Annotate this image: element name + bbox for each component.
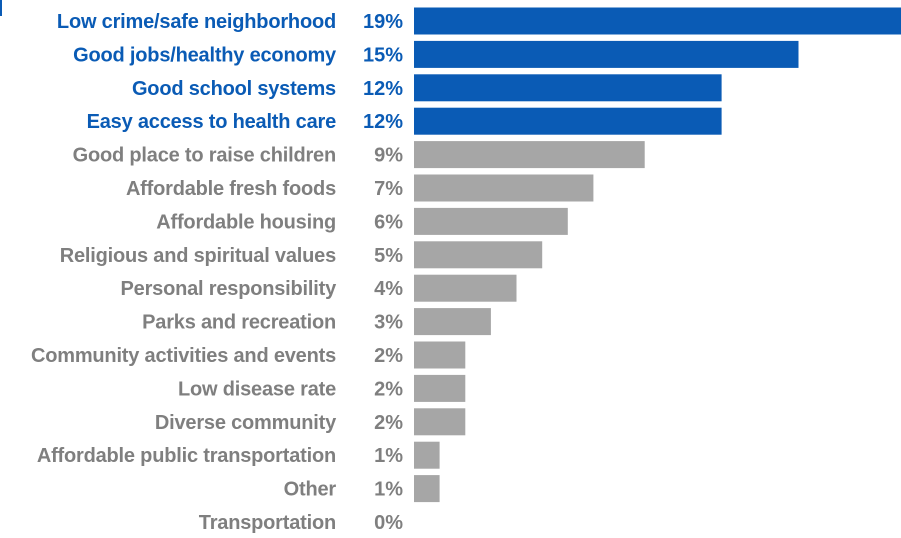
bar <box>414 374 466 402</box>
chart-edge-marker <box>0 0 2 16</box>
bar <box>414 241 543 269</box>
bar <box>414 341 466 369</box>
bar <box>414 174 594 202</box>
category-label: Transportation <box>199 512 336 534</box>
chart-rows: Low crime/safe neighborhood 19% Good jobs/… <box>31 7 901 534</box>
bar <box>414 7 901 35</box>
category-label: Low disease rate <box>178 378 336 400</box>
category-label: Other <box>284 479 337 501</box>
value-label: 12% <box>363 78 403 100</box>
category-label: Low crime/safe neighborhood <box>57 11 336 33</box>
value-label: 12% <box>363 111 403 133</box>
value-label: 1% <box>374 479 403 501</box>
value-label: 7% <box>374 178 403 200</box>
category-label: Personal responsibility <box>121 278 338 300</box>
value-label: 3% <box>374 312 403 334</box>
value-label: 2% <box>374 345 403 367</box>
category-label: Parks and recreation <box>142 312 336 334</box>
bar <box>414 475 440 503</box>
category-label: Religious and spiritual values <box>60 245 336 267</box>
value-label: 4% <box>374 278 403 300</box>
bar <box>414 274 517 302</box>
category-label: Affordable fresh foods <box>126 178 336 200</box>
value-label: 9% <box>374 145 403 167</box>
bar <box>414 141 645 169</box>
category-label: Affordable public transportation <box>37 445 336 467</box>
category-label: Affordable housing <box>156 211 336 233</box>
category-label: Good school systems <box>132 78 336 100</box>
value-label: 6% <box>374 211 403 233</box>
category-label: Diverse community <box>155 412 337 434</box>
bar <box>414 107 722 135</box>
value-label: 0% <box>374 512 403 534</box>
bar <box>414 74 722 102</box>
value-label: 19% <box>363 11 403 33</box>
bar <box>414 40 799 68</box>
value-label: 5% <box>374 245 403 267</box>
value-label: 2% <box>374 378 403 400</box>
category-label: Community activities and events <box>31 345 336 367</box>
value-label: 2% <box>374 412 403 434</box>
value-label: 15% <box>363 44 403 66</box>
bar <box>414 308 491 336</box>
category-label: Good jobs/healthy economy <box>73 44 337 66</box>
bar <box>414 408 466 436</box>
category-label: Easy access to health care <box>87 111 336 133</box>
value-label: 1% <box>374 445 403 467</box>
bar <box>414 207 568 235</box>
category-label: Good place to raise children <box>73 145 336 167</box>
bar <box>414 441 440 469</box>
